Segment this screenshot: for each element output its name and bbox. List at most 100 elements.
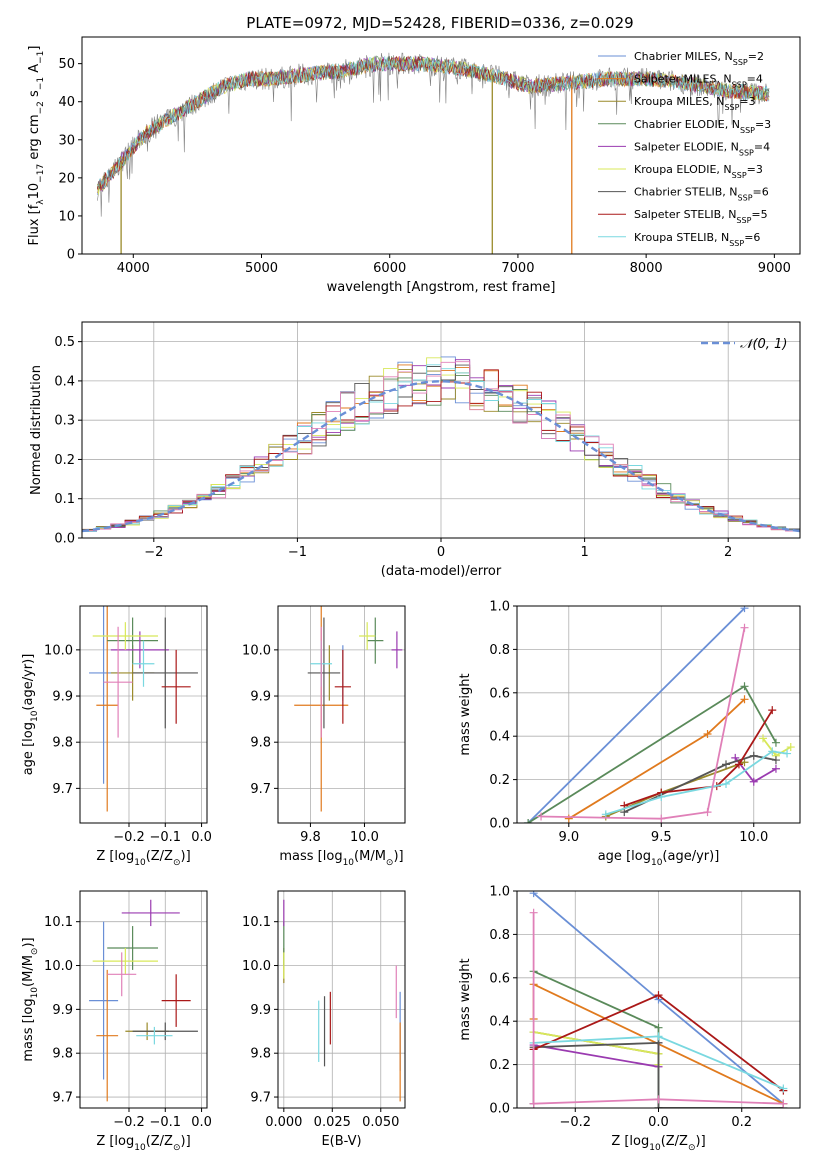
- x-tick-label: −0.2: [113, 830, 145, 845]
- series-marker-krou_stelib: [768, 747, 777, 756]
- y-tick-label: 1.0: [489, 885, 510, 900]
- panel-ebv_mass: 0.000 0.025 0.050 9.7 9.8 9.9 10.0 10.1 E(B-V): [242, 890, 406, 1149]
- legend-tail: =3: [755, 118, 771, 131]
- label-part: 10: [134, 858, 146, 868]
- series-marker-extra_pink: [537, 812, 546, 821]
- x-tick-label: −2: [144, 545, 163, 560]
- label-part: −1: [36, 51, 46, 64]
- y-tick-label: 10.1: [242, 915, 271, 930]
- legend-tail: =4: [754, 140, 770, 153]
- series-marker-salp_elodie: [749, 777, 758, 786]
- legend-tail: =3: [739, 95, 755, 108]
- plot-area: [89, 899, 198, 1102]
- x-tick-label: −0.2: [559, 1115, 591, 1130]
- legend-label-salp_stelib: Salpeter STELIB, NSSP=5: [634, 208, 768, 225]
- y-tick-label: 9.7: [250, 782, 271, 797]
- label-part: λ: [36, 199, 46, 205]
- label-part: age [log: [21, 722, 36, 775]
- label-part: −17: [36, 164, 46, 183]
- axes-frame: [81, 36, 801, 255]
- axes-frame: [516, 605, 801, 824]
- series-marker-krou_miles: [740, 758, 749, 767]
- label-part: (age/yr)]: [21, 654, 36, 711]
- y-axis-label: Normed distribution: [29, 365, 44, 495]
- series-marker-krou_stelib: [722, 779, 731, 788]
- series-marker-chab_stelib: [771, 756, 780, 765]
- series-marker-chab_stelib: [654, 1104, 663, 1108]
- series-marker-salp_elodie: [771, 764, 780, 773]
- series-marker-chab_elodie: [524, 819, 533, 823]
- series-marker-extra_pink: [654, 1095, 663, 1104]
- label-part: 10: [27, 183, 42, 200]
- y-tick-label: 0.1: [54, 492, 75, 507]
- series-marker-chab_stelib: [749, 751, 758, 760]
- series-marker-krou_elodie: [759, 734, 768, 743]
- x-tick-label: 10.0: [739, 830, 768, 845]
- legend-tail: =5: [751, 208, 767, 221]
- y-tick-label: 9.7: [52, 782, 73, 797]
- label-part: )]: [181, 849, 191, 864]
- label-part: (age/yr)]: [662, 849, 719, 864]
- y-axis-label: mass [log10(M/M⊙)]: [21, 937, 40, 1061]
- axes-frame: [79, 605, 208, 824]
- series-marker-extra_pink: [703, 808, 712, 817]
- label-part: −2: [36, 101, 46, 114]
- y-tick-label: 9.9: [52, 1003, 73, 1018]
- series-marker-salp_stelib: [768, 706, 777, 715]
- y-tick-label: 10.0: [242, 643, 271, 658]
- figure-title: PLATE=0972, MJD=52428, FIBERID=0336, z=0…: [246, 14, 633, 32]
- series-marker-chab_elodie: [771, 738, 780, 747]
- x-tick-label: 9.8: [300, 830, 321, 845]
- x-tick-label: 0.0: [191, 830, 212, 845]
- x-axis-label: E(B-V): [321, 1134, 361, 1149]
- y-tick-label: 0.4: [489, 730, 510, 745]
- label-part: 10: [649, 1143, 661, 1153]
- x-axis-label: age [log10(age/yr)]: [598, 849, 720, 868]
- series-marker-extra_pink: [529, 908, 538, 917]
- y-tick-label: 0.2: [489, 773, 510, 788]
- label-part: 10: [30, 987, 40, 999]
- plot-area: [89, 606, 198, 812]
- legend-sub: SSP: [729, 238, 744, 247]
- legend-text: Salpeter MILES, N: [634, 73, 732, 86]
- y-tick-label: 9.9: [250, 690, 271, 705]
- y-tick-label: 40: [58, 95, 75, 110]
- x-tick-label: 5000: [245, 261, 278, 276]
- legend-tail: =6: [744, 231, 760, 244]
- x-axis-label: Z [log10(Z/Z⊙)]: [96, 1134, 190, 1153]
- series-marker-extra_pink: [779, 1099, 788, 1108]
- label-part: Flux [f: [27, 204, 42, 245]
- label-part: )]: [696, 1134, 706, 1149]
- y-tick-label: 1.0: [489, 600, 510, 615]
- label-part: (M/M: [354, 849, 386, 864]
- series-marker-extra_pink: [657, 814, 666, 823]
- series-marker-salp_miles: [703, 730, 712, 739]
- x-axis-label: Z [log10(Z/Z⊙)]: [96, 849, 190, 868]
- series-line-chab_stelib: [623, 754, 777, 813]
- x-tick-label: 7000: [501, 261, 534, 276]
- legend-text: Kroupa STELIB, N: [634, 231, 729, 244]
- y-tick-label: 0.6: [489, 686, 510, 701]
- legend-sub: SSP: [738, 193, 753, 202]
- series-marker-krou_stelib: [657, 792, 666, 801]
- legend-text: Chabrier MILES, N: [634, 50, 733, 63]
- label-part: ⊙: [173, 858, 181, 868]
- legend-label-krou_stelib: Kroupa STELIB, NSSP=6: [634, 231, 760, 248]
- x-axis-label: wavelength [Angstrom, rest frame]: [327, 280, 556, 295]
- x-tick-label: 1: [580, 545, 588, 560]
- y-axis-label: Flux [fλ10−17 erg cm−2 s−1 A−1]: [27, 46, 46, 246]
- legend-sub: SSP: [732, 80, 747, 89]
- label-part: ⊙: [688, 1143, 696, 1153]
- legend-label-normal: 𝒩(0, 1): [740, 337, 787, 352]
- y-tick-label: 9.8: [52, 736, 73, 751]
- series-marker-chab_elodie: [740, 682, 749, 691]
- series-line-extra_pink: [540, 627, 746, 820]
- model-spectrum-krou_stelib: [97, 56, 770, 189]
- y-tick-label: 0.0: [489, 1102, 510, 1117]
- y-tick-label: 9.8: [250, 1047, 271, 1062]
- y-axis-label: mass weight: [458, 958, 473, 1040]
- legend-text: Kroupa ELODIE, N: [634, 163, 732, 176]
- y-tick-label: 10.0: [242, 959, 271, 974]
